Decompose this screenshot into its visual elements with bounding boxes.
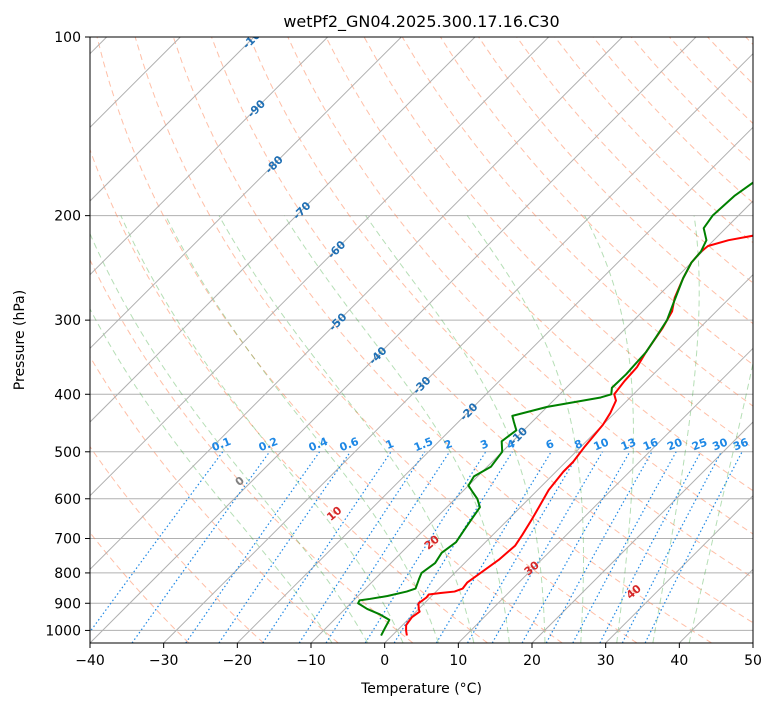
mixing-ratio-line — [435, 451, 552, 643]
y-tick-label-1000: 1000 — [45, 623, 81, 639]
dry-adiabat-line — [134, 37, 638, 643]
moist-adiabat-line — [165, 215, 439, 643]
moist-adiabat-line — [218, 215, 475, 643]
mixing-ratio-line — [90, 451, 224, 633]
mixing-ratio-line — [521, 451, 631, 643]
mixing-ratio-line — [262, 451, 392, 643]
x-tick-label--20: −20 — [223, 653, 253, 669]
moist-adiabat-line — [365, 215, 546, 643]
x-axis: −40 −30 −20 −10 0 10 20 30 40 50 — [75, 643, 762, 669]
y-tick-label-400: 400 — [54, 387, 81, 403]
mixing-ratio-line — [298, 451, 426, 643]
y-tick-label-500: 500 — [54, 445, 81, 461]
dry-adiabat-line — [287, 37, 753, 535]
moist-adiabat-line — [90, 232, 369, 643]
mixing-ratio-label: 13 — [619, 436, 638, 454]
profile-lines — [357, 181, 753, 636]
chart-title: wetPf2_GN04.2025.300.17.16.C30 — [283, 12, 559, 32]
dewpoint-line — [357, 181, 753, 636]
mixing-ratio-label: 3 — [478, 437, 490, 452]
mixing-ratio-line — [545, 451, 653, 643]
pressure-gridlines — [90, 37, 753, 631]
isotherm-line — [310, 200, 753, 643]
x-tick-label-40: 40 — [670, 653, 688, 669]
mixing-ratio-line — [185, 451, 321, 643]
x-tick-label--30: −30 — [149, 653, 179, 669]
dry-adiabat-line — [90, 445, 264, 643]
mixing-ratio-line — [325, 451, 451, 643]
mixing-ratio-line — [644, 451, 743, 643]
dry-adiabat-line — [90, 258, 414, 643]
dry-adiabat-line — [172, 37, 712, 643]
dry-adiabat-line — [211, 37, 753, 624]
x-tick-label-30: 30 — [597, 653, 615, 669]
isotherm-line — [457, 347, 753, 643]
isotherm-line — [90, 37, 550, 497]
moist-adiabat-line — [652, 215, 700, 643]
isotherm-line — [90, 37, 255, 202]
mixing-ratio-label: 25 — [690, 436, 709, 454]
x-tick-label-10: 10 — [449, 653, 467, 669]
skewed-isotherms — [90, 37, 753, 643]
mixing-ratio-line — [572, 451, 677, 643]
mixing-ratio-lines — [90, 451, 743, 643]
mixing-ratio-line — [218, 451, 351, 643]
y-tick-label-800: 800 — [54, 566, 81, 582]
dry-adiabat-line — [96, 37, 563, 643]
y-tick-label-100: 100 — [54, 30, 81, 46]
dry-adiabats — [90, 37, 753, 643]
mixing-ratio-label: 8 — [572, 437, 584, 452]
isotherm-line — [90, 37, 697, 643]
mixing-ratio-label: 16 — [641, 436, 660, 454]
isotherm-line — [605, 494, 753, 643]
dry-adiabat-line — [516, 37, 753, 284]
y-tick-label-600: 600 — [54, 492, 81, 508]
moist-adiabat-line — [466, 215, 585, 643]
mixing-ratio-label: 30 — [711, 436, 730, 454]
moist-adiabat-line — [90, 307, 333, 643]
isotherm-line — [90, 37, 402, 350]
isotherm-line — [163, 52, 753, 643]
dry-adiabat-line — [325, 37, 753, 492]
mixing-ratio-label: 2 — [442, 437, 454, 452]
x-tick-label-50: 50 — [744, 653, 762, 669]
x-axis-title: Temperature (°C) — [360, 681, 482, 697]
mixing-ratio-label: 1 — [384, 437, 396, 452]
x-tick-label--10: −10 — [296, 653, 326, 669]
y-tick-label-300: 300 — [54, 313, 81, 329]
y-axis-title: Pressure (hPa) — [12, 290, 28, 390]
y-axis: 100 200 300 400 500 600 700 800 900 1000 — [45, 30, 90, 639]
mixing-ratio-line — [599, 451, 702, 643]
y-tick-label-700: 700 — [54, 532, 81, 548]
x-tick-label-20: 20 — [523, 653, 541, 669]
y-tick-label-900: 900 — [54, 596, 81, 612]
moist-adiabats — [90, 215, 753, 643]
isotherm-line — [90, 37, 329, 276]
dry-adiabat-line — [90, 355, 339, 643]
isotherm-line — [236, 126, 753, 643]
plot-area: 0.1 0.2 0.4 0.6 1 1.5 2 3 4 6 8 10 13 16 20 25 30 36-100-… — [90, 37, 753, 643]
moist-adiabat-line — [120, 215, 404, 643]
x-tick-label--40: −40 — [75, 653, 105, 669]
dry-adiabat-line — [249, 37, 753, 579]
mixing-ratio-label: 36 — [731, 436, 750, 454]
y-tick-label-200: 200 — [54, 209, 81, 225]
plot-frame — [89, 36, 754, 644]
isotherm-line — [531, 421, 753, 643]
moist-adiabat-line — [584, 215, 634, 643]
mixing-ratio-line — [364, 451, 487, 643]
isotherm-line — [90, 37, 623, 571]
isotherm-line — [90, 37, 476, 423]
temperature-line — [405, 234, 753, 636]
moist-adiabat-line — [283, 215, 510, 643]
mixing-ratio-label: 10 — [592, 436, 611, 454]
x-tick-label-0: 0 — [380, 653, 389, 669]
mixing-ratio-label: 20 — [665, 436, 684, 454]
isotherm-line — [384, 273, 753, 643]
mixing-ratio-line — [131, 451, 271, 643]
